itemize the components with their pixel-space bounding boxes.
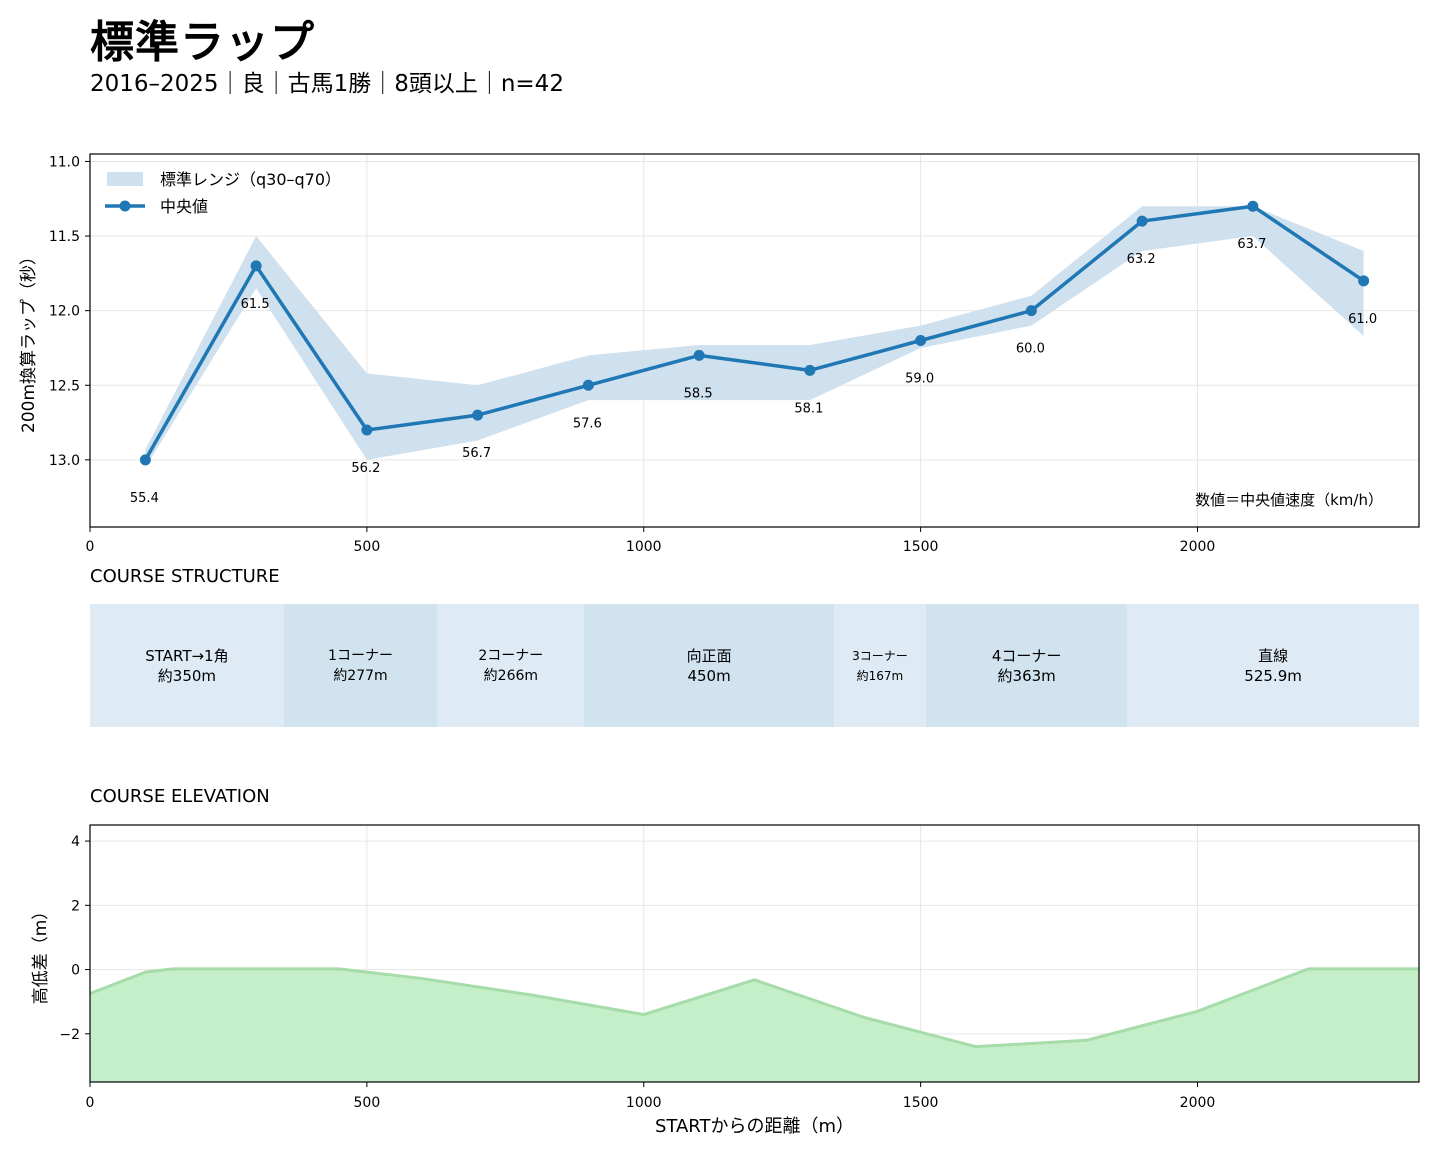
legend-line-label: 中央値 bbox=[160, 197, 208, 216]
median-point bbox=[1136, 215, 1148, 227]
structure-segment: 向正面 450m bbox=[584, 604, 834, 727]
structure-segment: START→1角 約350m bbox=[90, 604, 284, 727]
speed-note: 数値＝中央値速度（km/h） bbox=[1195, 491, 1383, 509]
plot-frame bbox=[89, 153, 1420, 528]
speed-label: 55.4 bbox=[130, 491, 159, 506]
median-point bbox=[250, 260, 262, 272]
median-point bbox=[139, 454, 151, 466]
segment-name: 1コーナー bbox=[328, 647, 393, 664]
speed-label: 60.0 bbox=[1016, 342, 1045, 357]
x-tick-label: 1000 bbox=[626, 539, 662, 555]
y-tick-label: 12.5 bbox=[49, 378, 80, 394]
course-structure-bar: START→1角 約350m 1コーナー 約277m 2コーナー 約266m 向正面 450m… bbox=[90, 604, 1419, 727]
segment-name: 4コーナー bbox=[991, 646, 1062, 665]
elevation-chart: 0 500 1000 1500 2000 4 2 0 −2 高低差（m） STARTからの距離（m） bbox=[31, 824, 1420, 1137]
structure-segment: 1コーナー約277m bbox=[283, 604, 438, 727]
x-tick-label: 0 bbox=[86, 1095, 95, 1111]
y-tick-label: 2 bbox=[71, 898, 80, 914]
segment-length: 約277m bbox=[333, 667, 388, 684]
segment-name: 向正面 bbox=[686, 646, 732, 665]
speed-label: 58.1 bbox=[794, 401, 823, 416]
y-tick-label: −2 bbox=[59, 1027, 80, 1043]
legend-line-marker bbox=[119, 200, 131, 212]
plot-frame bbox=[89, 824, 1420, 1083]
median-line bbox=[143, 204, 1365, 461]
course-structure-title: COURSE STRUCTURE bbox=[90, 566, 280, 587]
x-tick-label: 2000 bbox=[1180, 1095, 1216, 1111]
x-tick-label: 1500 bbox=[903, 1095, 939, 1111]
y-tick-label: 13.0 bbox=[49, 453, 80, 469]
speed-label: 58.5 bbox=[684, 386, 713, 401]
page-title: 標準ラップ bbox=[90, 17, 315, 68]
segment-length: 約167m bbox=[856, 668, 904, 683]
median-point bbox=[1025, 305, 1037, 317]
median-point bbox=[582, 379, 594, 391]
x-tick-label: 500 bbox=[354, 539, 381, 555]
range-band bbox=[145, 206, 1364, 468]
median-point bbox=[693, 349, 705, 361]
x-axis-label: STARTからの距離（m） bbox=[655, 1116, 854, 1137]
x-tick-label: 0 bbox=[86, 539, 95, 555]
speed-label: 61.0 bbox=[1348, 312, 1377, 327]
speed-label: 63.2 bbox=[1127, 252, 1156, 267]
structure-segment: 直線 525.9m bbox=[1127, 604, 1419, 727]
segment-name: 直線 bbox=[1258, 646, 1289, 665]
lap-chart: 55.4 61.5 56.2 56.7 57.6 58.5 58.1 59.0 60.0 63.2… bbox=[19, 153, 1420, 555]
structure-segment: 3コーナー約167m bbox=[833, 604, 927, 727]
y-tick-label: 11.0 bbox=[49, 154, 80, 170]
median-point bbox=[361, 424, 373, 436]
legend-band-label: 標準レンジ（q30–q70） bbox=[160, 170, 341, 189]
segment-length: 525.9m bbox=[1244, 666, 1302, 685]
segment-length: 約363m bbox=[997, 666, 1056, 685]
segment-length: 450m bbox=[687, 666, 731, 685]
segment-name: 2コーナー bbox=[478, 647, 544, 664]
speed-label: 56.2 bbox=[351, 461, 380, 476]
speed-label: 56.7 bbox=[462, 446, 491, 461]
median-point bbox=[804, 364, 816, 376]
speed-label: 61.5 bbox=[241, 297, 270, 312]
median-point bbox=[1358, 275, 1370, 287]
y-tick-label: 4 bbox=[71, 834, 80, 850]
structure-segment: 2コーナー約266m bbox=[437, 604, 585, 727]
page-subtitle: 2016–2025｜良｜古馬1勝｜8頭以上｜n=42 bbox=[90, 71, 564, 97]
elevation-area bbox=[90, 968, 1419, 1082]
speed-label: 59.0 bbox=[905, 372, 934, 387]
median-point bbox=[1247, 200, 1259, 212]
x-tick-label: 2000 bbox=[1180, 539, 1216, 555]
course-elevation-title: COURSE ELEVATION bbox=[90, 786, 270, 807]
y-tick-label: 12.0 bbox=[49, 304, 80, 320]
median-point bbox=[472, 409, 484, 421]
segment-name: 3コーナー bbox=[852, 648, 908, 663]
segment-length: 約350m bbox=[157, 666, 217, 685]
y-tick-label: 0 bbox=[71, 963, 80, 979]
structure-segment: 4コーナー 約363m bbox=[926, 604, 1128, 727]
segment-length: 約266m bbox=[483, 667, 539, 684]
elevation-line bbox=[89, 967, 1419, 1049]
speed-label: 63.7 bbox=[1237, 237, 1266, 252]
x-tick-label: 500 bbox=[354, 1095, 381, 1111]
y-axis-label: 200m換算ラップ（秒） bbox=[19, 248, 39, 433]
y-axis-label: 高低差（m） bbox=[31, 903, 51, 1005]
median-point bbox=[915, 335, 927, 346]
x-tick-label: 1000 bbox=[626, 1095, 662, 1111]
x-tick-label: 1500 bbox=[903, 539, 939, 555]
y-tick-label: 11.5 bbox=[49, 229, 80, 245]
segment-name: START→1角 bbox=[145, 646, 229, 665]
legend-band-swatch bbox=[107, 172, 143, 186]
speed-label: 57.6 bbox=[573, 416, 602, 431]
